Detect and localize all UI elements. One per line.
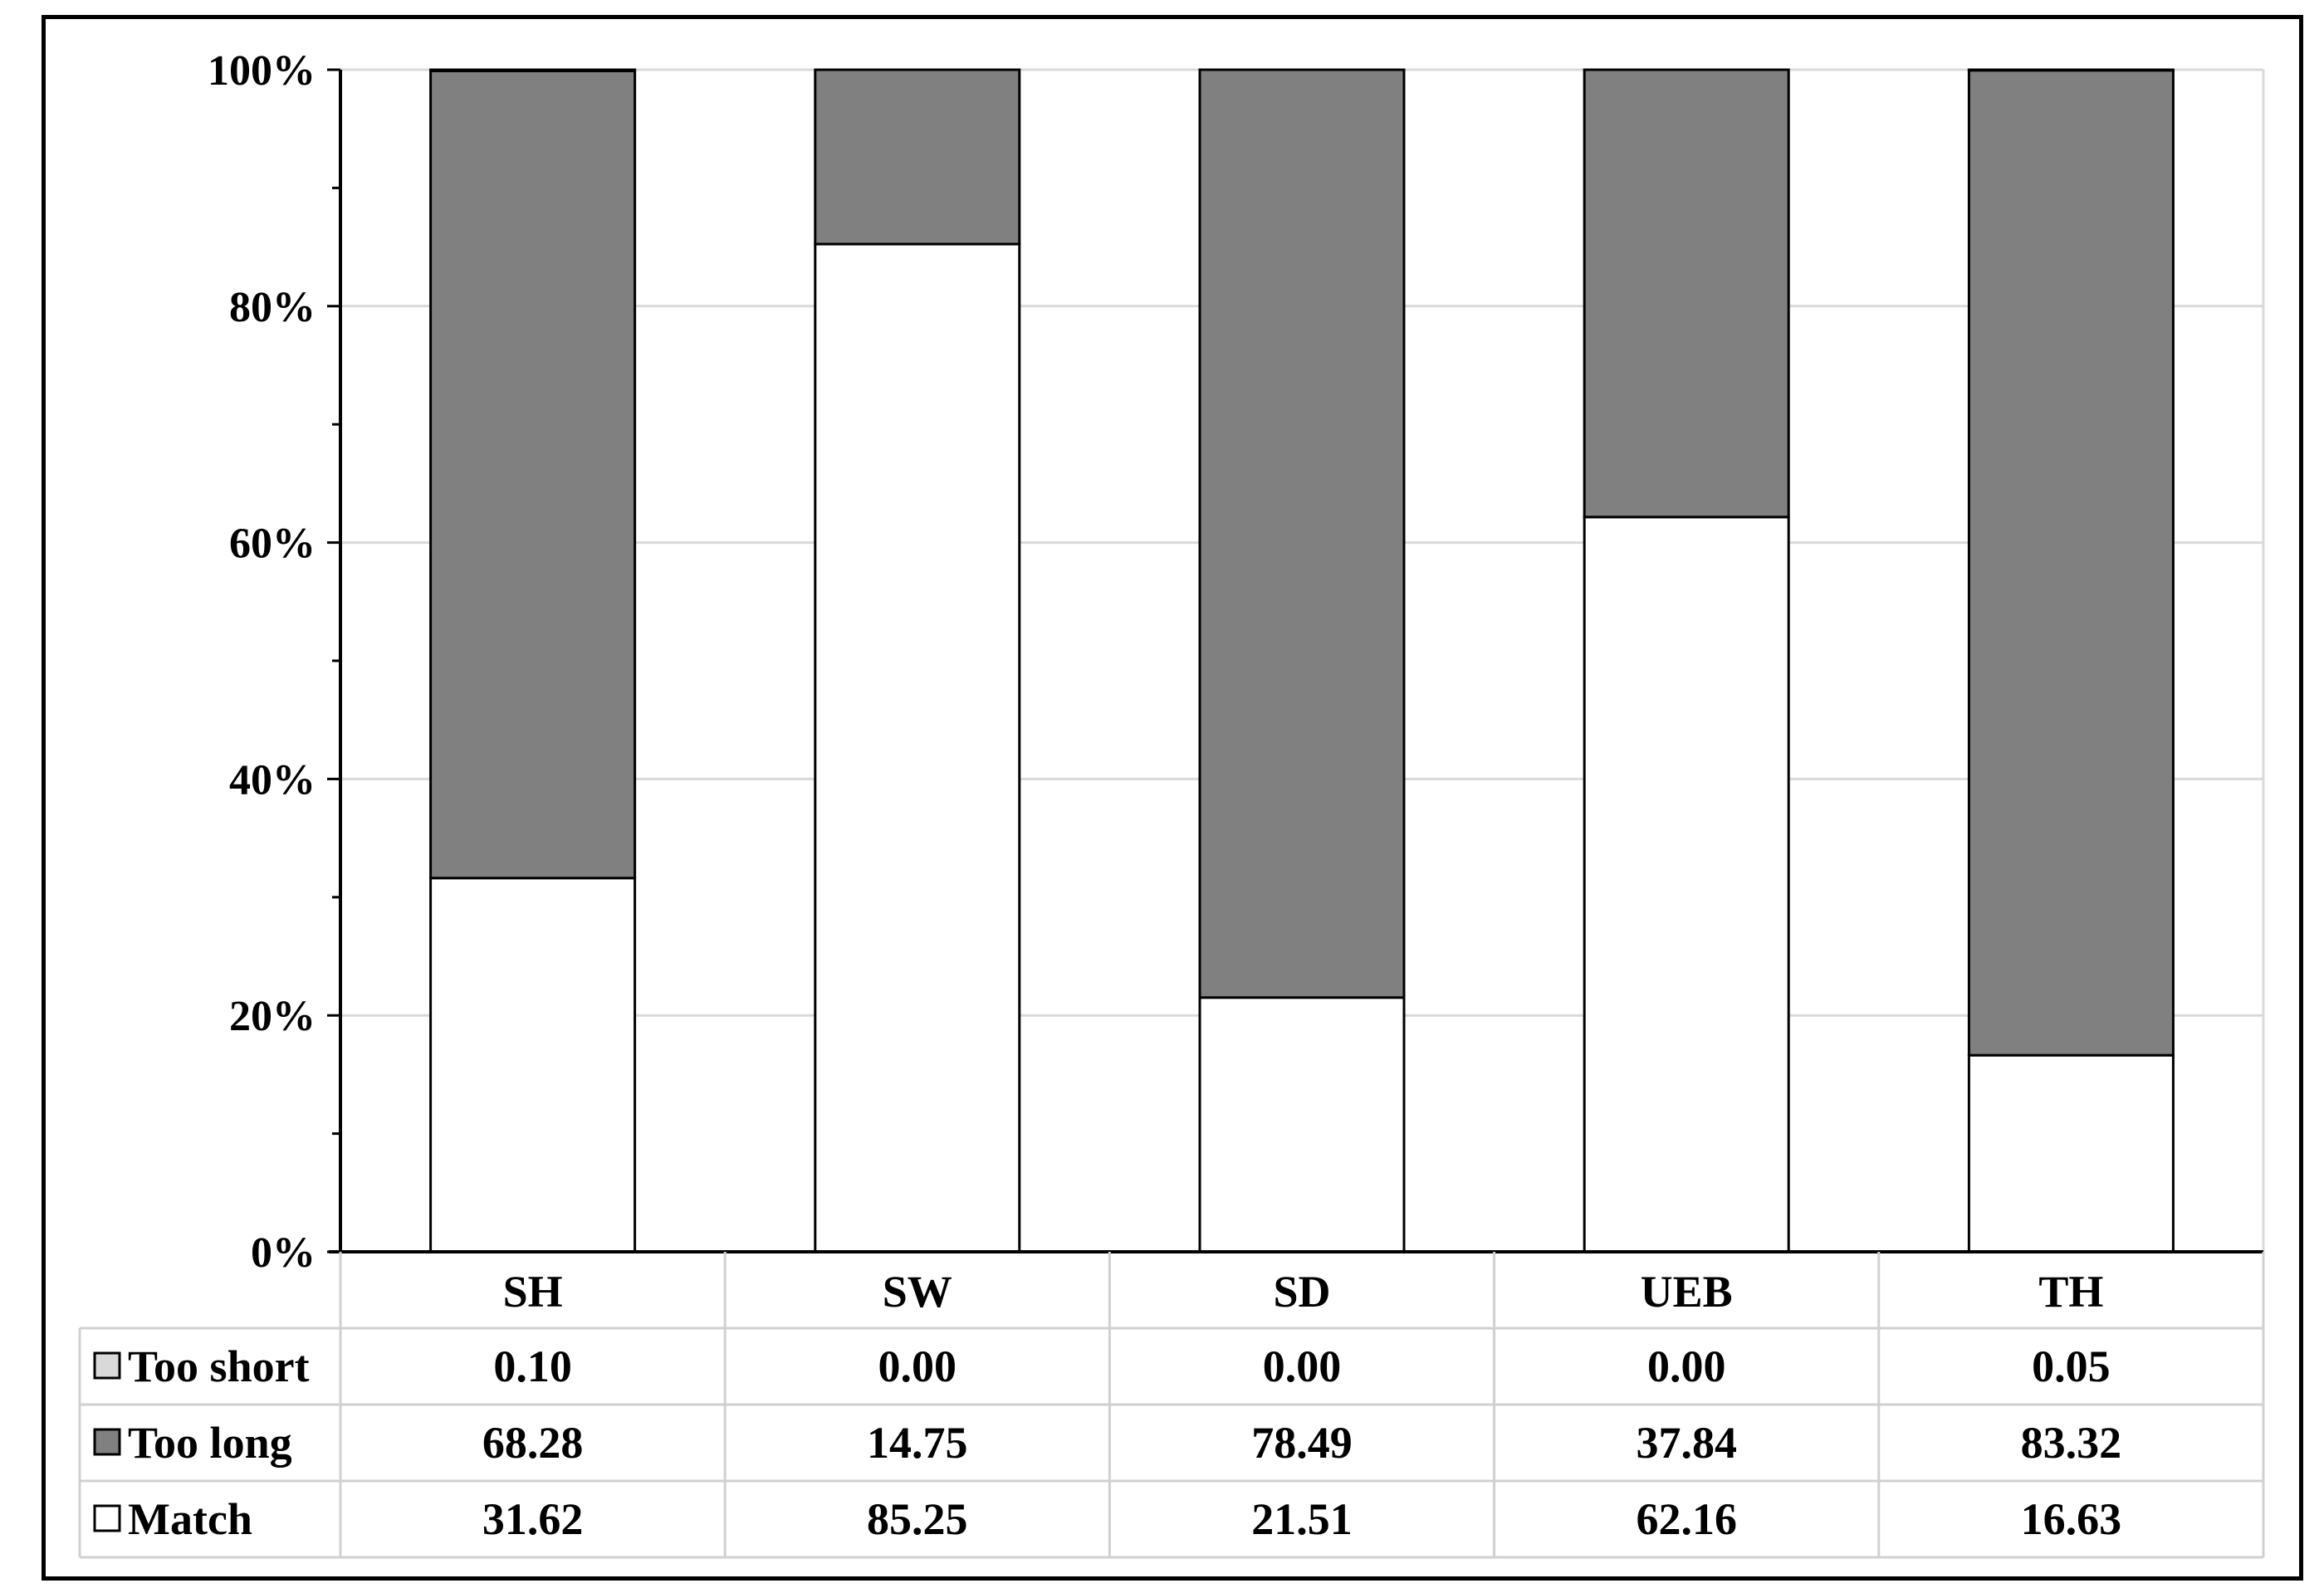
x-category-label: TH xyxy=(2038,1267,2103,1317)
data-label: 31.62 xyxy=(482,1494,584,1544)
y-tick-label: 0% xyxy=(251,1229,316,1277)
bar-segment-match-th xyxy=(1967,1053,2175,1253)
y-tick-label: 80% xyxy=(229,284,316,331)
data-label: 0.00 xyxy=(1263,1341,1342,1391)
data-label: 0.05 xyxy=(2032,1341,2111,1391)
legend-key-too-short xyxy=(93,1351,121,1380)
data-label: 0.00 xyxy=(878,1341,957,1391)
legend-key-match xyxy=(93,1504,121,1532)
x-category-label: SH xyxy=(503,1267,563,1317)
data-label: 83.32 xyxy=(2021,1418,2122,1468)
data-label: 85.25 xyxy=(867,1494,968,1544)
legend-label: Match xyxy=(128,1494,252,1544)
bar-segment-match-ueb xyxy=(1583,516,1790,1253)
bar-segment-too-long-sh xyxy=(429,69,637,880)
data-label: 68.28 xyxy=(482,1418,584,1468)
y-tick-label: 100% xyxy=(208,47,316,95)
legend-label: Too long xyxy=(128,1418,292,1468)
data-label: 37.84 xyxy=(1636,1418,1737,1468)
y-tick-label: 60% xyxy=(229,520,316,568)
data-label: 62.16 xyxy=(1636,1494,1737,1544)
data-label: 0.10 xyxy=(493,1341,572,1391)
legend-label: Too short xyxy=(128,1341,310,1391)
y-tick-label: 40% xyxy=(229,756,316,804)
data-label: 21.51 xyxy=(1251,1494,1353,1544)
bar-segment-too-long-th xyxy=(1967,69,2175,1057)
data-label: 78.49 xyxy=(1251,1418,1353,1468)
y-tick-label: 20% xyxy=(229,993,316,1040)
data-label: 16.63 xyxy=(2021,1494,2122,1544)
x-category-label: UEB xyxy=(1641,1267,1733,1317)
data-label: 0.00 xyxy=(1647,1341,1726,1391)
bar-segment-too-long-ueb xyxy=(1583,68,1790,519)
bar-segment-too-short-th xyxy=(1967,68,2175,72)
bar-segment-match-sd xyxy=(1198,996,1406,1253)
data-label: 14.75 xyxy=(867,1418,968,1468)
x-category-label: SW xyxy=(883,1267,952,1317)
bar-segment-too-long-sd xyxy=(1198,68,1406,999)
bar-segment-too-long-sw xyxy=(814,68,1021,246)
bar-segment-match-sh xyxy=(429,877,637,1253)
bar-segment-too-short-sh xyxy=(429,68,637,72)
x-category-label: SD xyxy=(1273,1267,1330,1317)
chart-frame xyxy=(42,15,2303,1581)
legend-key-too-long xyxy=(93,1428,121,1456)
bar-segment-match-sw xyxy=(814,242,1021,1253)
